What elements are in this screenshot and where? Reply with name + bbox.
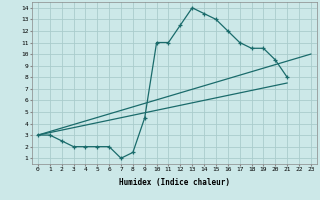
- X-axis label: Humidex (Indice chaleur): Humidex (Indice chaleur): [119, 178, 230, 187]
